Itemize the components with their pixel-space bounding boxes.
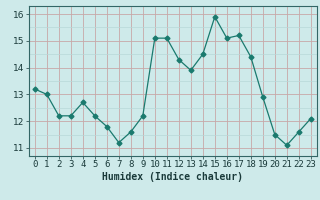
X-axis label: Humidex (Indice chaleur): Humidex (Indice chaleur) — [102, 172, 243, 182]
